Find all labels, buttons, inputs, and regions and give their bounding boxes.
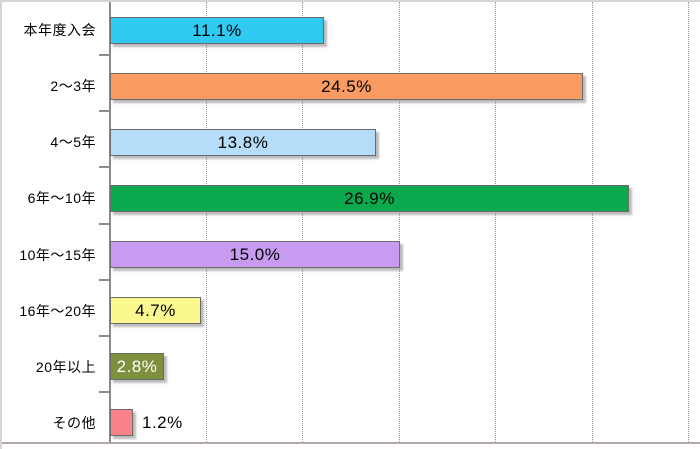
gridline: [688, 2, 689, 442]
bar: 11.1%: [110, 17, 324, 44]
value-label: 11.1%: [192, 20, 242, 40]
axis-tick: [99, 335, 109, 337]
bar: 26.9%: [110, 185, 629, 212]
axis-tick: [99, 54, 109, 56]
axis-tick: [99, 279, 109, 281]
gridline: [591, 2, 593, 442]
value-label: 2.8%: [116, 356, 158, 376]
category-label: その他: [52, 414, 96, 431]
category-label: 6年〜10年: [27, 190, 96, 207]
chart-bottom-frame: [2, 442, 700, 444]
axis-tick: [99, 110, 109, 112]
gridline: [398, 2, 400, 442]
axis-tick: [99, 391, 109, 393]
axis-tick: [99, 223, 109, 225]
axis-tick: [99, 166, 109, 168]
value-label: 24.5%: [321, 76, 372, 96]
category-label: 本年度入会: [23, 22, 96, 39]
category-label: 4〜5年: [50, 134, 96, 151]
bar: 24.5%: [110, 73, 583, 100]
gridline: [302, 2, 303, 442]
category-label: 20年以上: [35, 358, 96, 375]
category-label: 2〜3年: [50, 78, 96, 95]
value-label: 15.0%: [229, 244, 281, 264]
bar: 2.8%: [110, 353, 164, 380]
value-label: 4.7%: [135, 300, 176, 320]
gridline: [495, 2, 496, 442]
bar: 15.0%: [110, 241, 400, 268]
value-label: 26.9%: [344, 188, 395, 208]
bar: 1.2%: [110, 409, 182, 436]
value-label: 1.2%: [142, 412, 183, 432]
gridline: [205, 2, 207, 442]
bar: 13.8%: [110, 129, 376, 156]
category-label: 16年〜20年: [19, 302, 96, 319]
bar: 4.7%: [110, 297, 201, 324]
category-label: 10年〜15年: [19, 246, 96, 263]
y-axis-line: [109, 2, 111, 442]
value-label: 13.8%: [217, 132, 269, 152]
